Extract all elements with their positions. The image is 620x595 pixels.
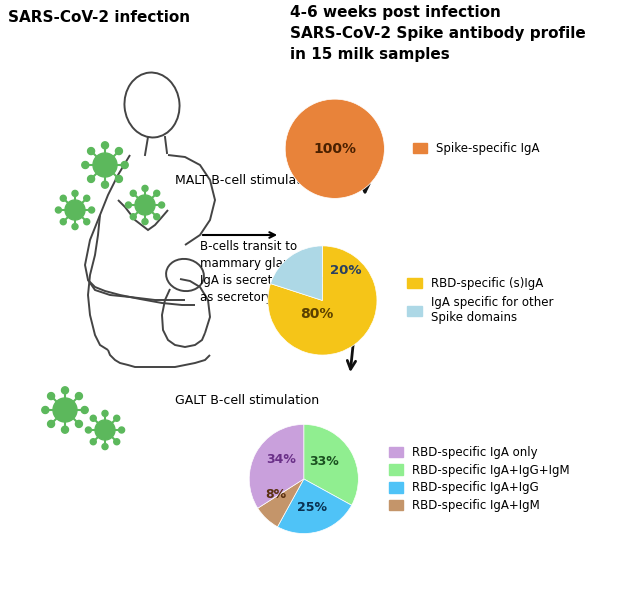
Polygon shape bbox=[48, 393, 55, 400]
Text: 25%: 25% bbox=[297, 501, 327, 514]
Text: 33%: 33% bbox=[309, 455, 339, 468]
Wedge shape bbox=[268, 246, 377, 355]
Polygon shape bbox=[130, 214, 136, 220]
Polygon shape bbox=[102, 411, 108, 416]
Polygon shape bbox=[91, 439, 96, 444]
Polygon shape bbox=[102, 181, 108, 188]
Text: 8%: 8% bbox=[265, 488, 286, 501]
Polygon shape bbox=[48, 421, 55, 427]
Polygon shape bbox=[84, 195, 90, 201]
Text: GALT B-cell stimulation: GALT B-cell stimulation bbox=[175, 393, 319, 406]
Polygon shape bbox=[142, 186, 148, 192]
Text: 34%: 34% bbox=[266, 453, 296, 466]
Polygon shape bbox=[113, 415, 120, 421]
Polygon shape bbox=[76, 393, 82, 400]
Polygon shape bbox=[55, 207, 61, 213]
Wedge shape bbox=[278, 479, 352, 534]
Text: 20%: 20% bbox=[330, 264, 361, 277]
Wedge shape bbox=[249, 424, 304, 508]
Polygon shape bbox=[61, 426, 68, 433]
Polygon shape bbox=[115, 148, 122, 155]
Polygon shape bbox=[86, 427, 91, 433]
Legend: RBD-specific IgA only, RBD-specific IgA+IgG+IgM, RBD-specific IgA+IgG, RBD-speci: RBD-specific IgA only, RBD-specific IgA+… bbox=[389, 446, 570, 512]
Polygon shape bbox=[65, 200, 85, 220]
Legend: Spike-specific IgA: Spike-specific IgA bbox=[413, 142, 540, 155]
Polygon shape bbox=[102, 142, 108, 149]
Polygon shape bbox=[60, 219, 66, 225]
Polygon shape bbox=[72, 190, 78, 196]
Polygon shape bbox=[60, 195, 66, 201]
Polygon shape bbox=[102, 444, 108, 450]
Polygon shape bbox=[154, 190, 160, 196]
Polygon shape bbox=[113, 439, 120, 444]
Polygon shape bbox=[76, 421, 82, 427]
Wedge shape bbox=[270, 246, 322, 300]
Text: MALT B-cell stimulation: MALT B-cell stimulation bbox=[175, 174, 320, 186]
Polygon shape bbox=[159, 202, 164, 208]
Polygon shape bbox=[84, 219, 90, 225]
Polygon shape bbox=[118, 427, 125, 433]
Text: SARS-CoV-2 infection: SARS-CoV-2 infection bbox=[8, 10, 190, 25]
Legend: RBD-specific (s)IgA, IgA specific for other
Spike domains: RBD-specific (s)IgA, IgA specific for ot… bbox=[407, 277, 554, 324]
Polygon shape bbox=[53, 398, 77, 422]
Polygon shape bbox=[93, 153, 117, 177]
Polygon shape bbox=[87, 176, 95, 183]
Polygon shape bbox=[89, 207, 95, 213]
Polygon shape bbox=[121, 161, 128, 168]
Polygon shape bbox=[142, 218, 148, 224]
Polygon shape bbox=[154, 214, 160, 220]
Polygon shape bbox=[72, 224, 78, 230]
Polygon shape bbox=[130, 190, 136, 196]
Polygon shape bbox=[42, 406, 49, 414]
Polygon shape bbox=[125, 202, 131, 208]
Text: B-cells transit to
mammary gland
IgA is secreted into milk
as secretory (s)IgA: B-cells transit to mammary gland IgA is … bbox=[200, 240, 342, 304]
Polygon shape bbox=[82, 161, 89, 168]
Polygon shape bbox=[115, 176, 122, 183]
Polygon shape bbox=[91, 415, 96, 421]
Text: 100%: 100% bbox=[313, 142, 356, 156]
Text: 80%: 80% bbox=[300, 307, 334, 321]
Polygon shape bbox=[61, 387, 68, 394]
Polygon shape bbox=[81, 406, 88, 414]
Wedge shape bbox=[285, 99, 384, 198]
Polygon shape bbox=[135, 195, 155, 215]
Polygon shape bbox=[95, 420, 115, 440]
Polygon shape bbox=[87, 148, 95, 155]
Wedge shape bbox=[304, 424, 358, 505]
Text: 4-6 weeks post infection
SARS-CoV-2 Spike antibody profile
in 15 milk samples: 4-6 weeks post infection SARS-CoV-2 Spik… bbox=[290, 5, 586, 62]
Wedge shape bbox=[258, 479, 304, 527]
